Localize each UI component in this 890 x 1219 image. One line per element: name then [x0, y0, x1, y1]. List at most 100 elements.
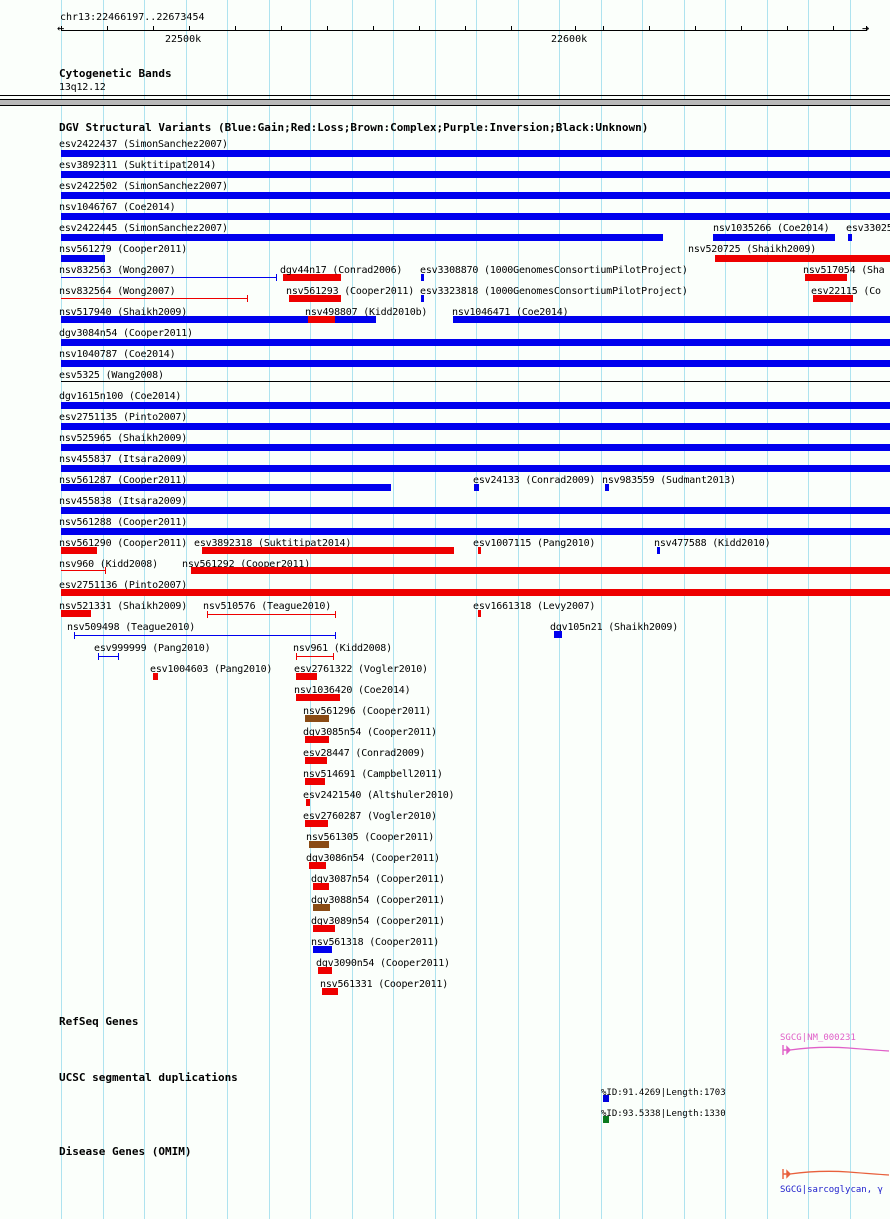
- variant-bar[interactable]: [554, 631, 562, 638]
- variant-label[interactable]: nsv510576 (Teague2010): [203, 601, 332, 612]
- variant-bar[interactable]: [305, 736, 329, 743]
- variant-label[interactable]: esv2751135 (Pinto2007): [59, 412, 188, 423]
- variant-label[interactable]: nsv832563 (Wong2007): [59, 265, 176, 276]
- variant-bar[interactable]: [657, 547, 660, 554]
- variant-label[interactable]: nsv561331 (Cooper2011): [320, 979, 449, 990]
- variant-label[interactable]: esv2422502 (SimonSanchez2007): [59, 181, 228, 192]
- variant-bar[interactable]: [61, 234, 663, 241]
- variant-label[interactable]: dgv3088n54 (Cooper2011): [311, 895, 445, 906]
- variant-span-line[interactable]: [61, 298, 247, 299]
- variant-label[interactable]: esv5325 (Wang2008): [59, 370, 164, 381]
- variant-label[interactable]: esv3892311 (Suktitipat2014): [59, 160, 217, 171]
- variant-label[interactable]: esv3892318 (Suktitipat2014): [194, 538, 352, 549]
- variant-bar[interactable]: [805, 274, 847, 281]
- variant-label[interactable]: nsv517054 (Sha: [803, 265, 885, 276]
- variant-label[interactable]: dgv3086n54 (Cooper2011): [306, 853, 440, 864]
- variant-bar[interactable]: [306, 799, 310, 806]
- variant-bar[interactable]: [813, 295, 853, 302]
- variant-span-line[interactable]: [296, 656, 333, 657]
- variant-label[interactable]: nsv1035266 (Coe2014): [713, 223, 830, 234]
- cytoband-track[interactable]: [0, 99, 890, 106]
- variant-span-line[interactable]: [61, 381, 890, 382]
- variant-label[interactable]: esv2751136 (Pinto2007): [59, 580, 188, 591]
- variant-bar[interactable]: [61, 316, 376, 323]
- variant-label[interactable]: esv3308870 (1000GenomesConsortiumPilotPr…: [420, 265, 688, 276]
- variant-label[interactable]: esv1661318 (Levy2007): [473, 601, 596, 612]
- variant-label[interactable]: esv2422445 (SimonSanchez2007): [59, 223, 228, 234]
- variant-label[interactable]: nsv498807 (Kidd2010b): [305, 307, 428, 318]
- variant-label[interactable]: esv2761322 (Vogler2010): [294, 664, 428, 675]
- variant-label[interactable]: esv22115 (Co: [811, 286, 881, 297]
- variant-label[interactable]: nsv960 (Kidd2008): [59, 559, 158, 570]
- variant-bar[interactable]: [318, 967, 332, 974]
- variant-label[interactable]: dgv105n21 (Shaikh2009): [550, 622, 679, 633]
- segdup-label[interactable]: %ID:91.4269|Length:1703: [601, 1088, 726, 1098]
- variant-bar[interactable]: [322, 988, 338, 995]
- variant-span-line[interactable]: [61, 570, 105, 571]
- variant-span-line[interactable]: [74, 635, 335, 636]
- variant-label[interactable]: esv2422437 (SimonSanchez2007): [59, 139, 228, 150]
- variant-label[interactable]: nsv521331 (Shaikh2009): [59, 601, 188, 612]
- variant-bar[interactable]: [309, 841, 329, 848]
- variant-label[interactable]: dgv3085n54 (Cooper2011): [303, 727, 437, 738]
- variant-bar[interactable]: [61, 507, 890, 514]
- variant-bar[interactable]: [61, 547, 97, 554]
- refseq-gene-model[interactable]: [781, 1044, 890, 1058]
- variant-bar[interactable]: [715, 255, 890, 262]
- variant-label[interactable]: nsv983559 (Sudmant2013): [602, 475, 736, 486]
- variant-label[interactable]: esv1007115 (Pang2010): [473, 538, 596, 549]
- variant-label[interactable]: nsv561305 (Cooper2011): [306, 832, 435, 843]
- variant-bar[interactable]: [296, 673, 317, 680]
- variant-bar[interactable]: [289, 295, 341, 302]
- variant-label[interactable]: esv1004603 (Pang2010): [150, 664, 273, 675]
- variant-bar[interactable]: [313, 883, 329, 890]
- variant-bar[interactable]: [305, 820, 328, 827]
- variant-bar[interactable]: [313, 925, 335, 932]
- variant-label[interactable]: nsv832564 (Wong2007): [59, 286, 176, 297]
- variant-bar[interactable]: [61, 484, 391, 491]
- variant-label[interactable]: nsv561318 (Cooper2011): [311, 937, 440, 948]
- variant-label[interactable]: nsv961 (Kidd2008): [293, 643, 392, 654]
- variant-bar[interactable]: [474, 484, 479, 491]
- variant-bar[interactable]: [191, 567, 890, 574]
- variant-label[interactable]: nsv517940 (Shaikh2009): [59, 307, 188, 318]
- variant-bar[interactable]: [305, 778, 325, 785]
- variant-label[interactable]: nsv1046471 (Coe2014): [452, 307, 569, 318]
- variant-bar[interactable]: [61, 528, 890, 535]
- variant-label[interactable]: esv24133 (Conrad2009): [473, 475, 596, 486]
- variant-label[interactable]: dgv44n17 (Conrad2006): [280, 265, 403, 276]
- variant-label[interactable]: esv2421540 (Altshuler2010): [303, 790, 455, 801]
- variant-bar[interactable]: [305, 757, 327, 764]
- variant-bar[interactable]: [61, 444, 890, 451]
- variant-bar[interactable]: [61, 589, 890, 596]
- variant-bar[interactable]: [478, 610, 481, 617]
- variant-label[interactable]: nsv561279 (Cooper2011): [59, 244, 188, 255]
- variant-bar[interactable]: [61, 192, 890, 199]
- variant-bar[interactable]: [453, 316, 890, 323]
- variant-label[interactable]: nsv514691 (Campbell2011): [303, 769, 443, 780]
- variant-bar[interactable]: [305, 715, 329, 722]
- variant-span-line[interactable]: [61, 277, 276, 278]
- omim-gene-label[interactable]: SGCG|sarcoglycan, γ: [780, 1185, 883, 1195]
- variant-label[interactable]: nsv455838 (Itsara2009): [59, 496, 188, 507]
- variant-label[interactable]: nsv509498 (Teague2010): [67, 622, 196, 633]
- variant-bar[interactable]: [61, 423, 890, 430]
- refseq-gene-label[interactable]: SGCG|NM_000231: [780, 1033, 856, 1043]
- variant-label[interactable]: nsv1040787 (Coe2014): [59, 349, 176, 360]
- variant-label[interactable]: nsv561296 (Cooper2011): [303, 706, 432, 717]
- variant-label[interactable]: nsv1046767 (Coe2014): [59, 202, 176, 213]
- variant-label[interactable]: nsv525965 (Shaikh2009): [59, 433, 188, 444]
- variant-bar[interactable]: [61, 150, 890, 157]
- variant-bar[interactable]: [61, 255, 105, 262]
- variant-bar[interactable]: [605, 484, 609, 491]
- variant-bar[interactable]: [308, 316, 335, 323]
- variant-bar[interactable]: [153, 673, 158, 680]
- variant-label[interactable]: esv999999 (Pang2010): [94, 643, 211, 654]
- segdup-block[interactable]: [603, 1116, 609, 1123]
- variant-label[interactable]: esv2760287 (Vogler2010): [303, 811, 437, 822]
- variant-bar[interactable]: [313, 946, 332, 953]
- variant-bar[interactable]: [61, 213, 890, 220]
- variant-span-line[interactable]: [207, 614, 335, 615]
- variant-label[interactable]: nsv520725 (Shaikh2009): [688, 244, 817, 255]
- variant-label[interactable]: nsv455837 (Itsara2009): [59, 454, 188, 465]
